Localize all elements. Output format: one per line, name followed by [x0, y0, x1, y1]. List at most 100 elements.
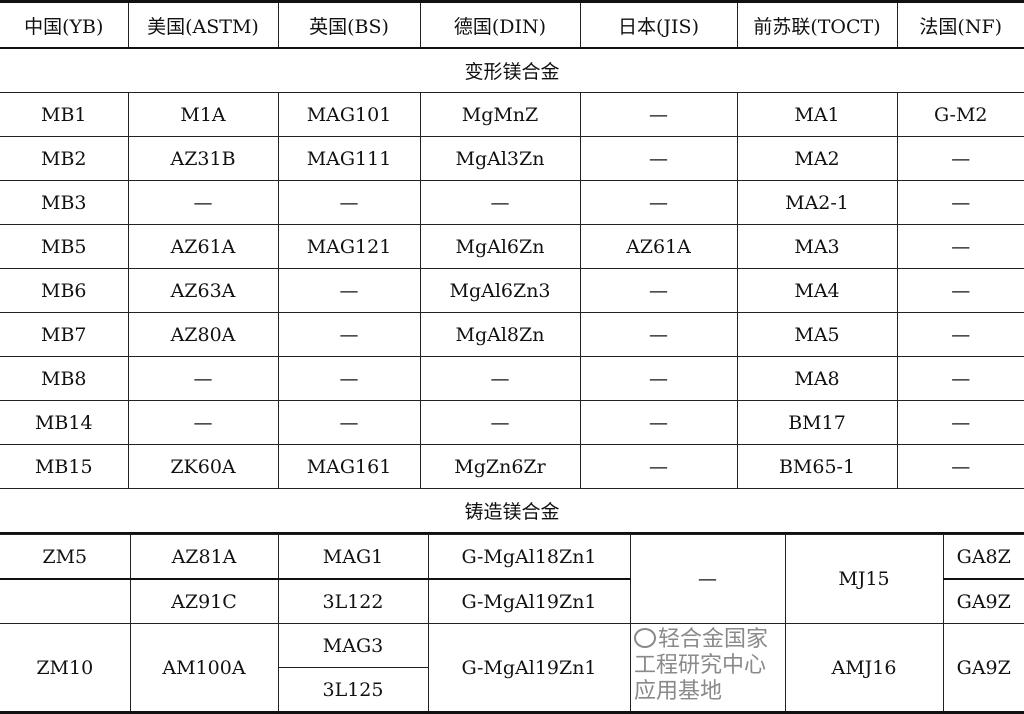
cell: MA1	[736, 92, 898, 137]
cell: MAG101	[277, 92, 421, 137]
cell: —	[896, 136, 1024, 181]
cell: —	[579, 444, 738, 489]
cell: GA8Z	[942, 534, 1024, 580]
cell: MA2-1	[736, 180, 898, 225]
cell: AZ80A	[127, 312, 279, 357]
cell: AZ61A	[579, 224, 738, 269]
cell: MB14	[0, 400, 129, 445]
cell: G-M2	[896, 92, 1024, 137]
wechat-icon	[634, 628, 656, 648]
cell: —	[579, 136, 738, 181]
watermark-text: 轻合金国家工程研究中心应用基地	[634, 627, 769, 704]
table-row: MB7 AZ80A — MgAl8Zn — MA5—	[0, 312, 1024, 357]
cell: —	[896, 312, 1024, 357]
cell: —	[896, 356, 1024, 401]
header-cell: 英国(BS)	[277, 1, 421, 49]
cell: —	[419, 356, 581, 401]
header-cell: 前苏联(TOCT)	[736, 1, 898, 49]
cell: MB7	[0, 312, 129, 357]
cell: 3L122	[277, 578, 429, 624]
cell: ZM5	[0, 534, 131, 580]
cell: MB3	[0, 180, 129, 225]
table-row: MB8— — — — MA8—	[0, 356, 1024, 401]
cell: MgAl6Zn3	[419, 268, 581, 313]
cell: MgAl8Zn	[419, 312, 581, 357]
cell: —	[277, 312, 421, 357]
cell: —	[896, 400, 1024, 445]
section-wrought: 变形镁合金	[0, 47, 1024, 93]
header-row: 中国(YB) 美国(ASTM) 英国(BS) 德国(DIN) 日本(JIS) 前…	[0, 1, 1024, 49]
section-cast: 铸造镁合金	[0, 488, 1024, 534]
table-row: 3L125	[0, 667, 1024, 713]
cell: MgAl6Zn	[419, 224, 581, 269]
cell: AZ63A	[127, 268, 279, 313]
table-row: ZM5 AZ81A MAG1 G-MgAl18Zn1 — MJ15 GA8Z	[0, 534, 1024, 624]
cell: MB5	[0, 224, 129, 269]
watermark: 轻合金国家工程研究中心应用基地	[634, 627, 782, 705]
table-row: AZ91C 3L122 G-MgAl19Zn1 GA9Z	[0, 578, 1024, 624]
cell: MB6	[0, 268, 129, 313]
cell: MgZn6Zr	[419, 444, 581, 489]
cell: —	[629, 534, 786, 624]
cell: AM100A	[129, 623, 279, 713]
cell: G-MgAl18Zn1	[427, 534, 631, 580]
cell: GA9Z	[942, 623, 1024, 713]
cell: BM65-1	[736, 444, 898, 489]
cell: MA4	[736, 268, 898, 313]
cell: —	[127, 180, 279, 225]
cell: MA8	[736, 356, 898, 401]
cell: MgMnZ	[419, 92, 581, 137]
cell: MB1	[0, 92, 129, 137]
cell: —	[579, 356, 738, 401]
cell: —	[579, 312, 738, 357]
header-cell: 法国(NF)	[896, 1, 1024, 49]
cell: —	[277, 356, 421, 401]
cell: AZ61A	[127, 224, 279, 269]
cell: GA9Z	[942, 578, 1024, 624]
cell: MB15	[0, 444, 129, 489]
cell: G-MgAl19Zn1	[427, 578, 631, 624]
cell: —	[896, 268, 1024, 313]
cell: MA5	[736, 312, 898, 357]
cell: —	[579, 180, 738, 225]
cell: —	[896, 444, 1024, 489]
header-cell: 中国(YB)	[0, 1, 129, 49]
table-row: MB2 AZ31B MAG111 MgAl3Zn — MA2—	[0, 136, 1024, 181]
header-cell: 德国(DIN)	[419, 1, 581, 49]
cell: —	[579, 268, 738, 313]
cell: 3L125	[278, 667, 428, 713]
cell: —	[579, 400, 738, 445]
cell: —	[419, 400, 581, 445]
table-row: MB5 AZ61A MAG121 MgAl6Zn AZ61A MA3—	[0, 224, 1024, 269]
cell: MAG121	[277, 224, 421, 269]
table-row: MB6 AZ63A — MgAl6Zn3— MA4—	[0, 268, 1024, 313]
table-row: MB1 M1A MAG101 MgMnZ — MA1 G-M2	[0, 92, 1024, 137]
cell: MA3	[736, 224, 898, 269]
cell: AZ31B	[127, 136, 279, 181]
cell: G-MgAl19Zn1	[427, 623, 631, 713]
cell: MJ15	[784, 534, 944, 624]
cell: ZK60A	[127, 444, 279, 489]
table-row: MB14— — — — BM17—	[0, 400, 1024, 445]
cell: AZ91C	[129, 578, 279, 624]
table-row: ZM10 AM100A MAG3 G-MgAl19Zn1 AMJ16 GA9Z	[0, 623, 1024, 713]
cell: —	[277, 268, 421, 313]
cell: MAG1	[277, 534, 429, 580]
cell: BM17	[736, 400, 898, 445]
cell: MA2	[736, 136, 898, 181]
cell	[0, 578, 131, 624]
table-row: MB3— — — — MA2-1—	[0, 180, 1024, 225]
cell: MgAl3Zn	[419, 136, 581, 181]
cell: —	[127, 356, 279, 401]
cell: MAG161	[277, 444, 421, 489]
alloy-comparison-table: 中国(YB) 美国(ASTM) 英国(BS) 德国(DIN) 日本(JIS) 前…	[0, 0, 1024, 534]
cell: —	[277, 400, 421, 445]
cell: —	[896, 224, 1024, 269]
table-row: MB15 ZK60A MAG161 MgZn6Zr — BM65-1—	[0, 444, 1024, 489]
cell: —	[127, 400, 279, 445]
cell: MAG3	[277, 623, 429, 668]
cell: ZM10	[0, 623, 131, 713]
header-cell: 美国(ASTM)	[127, 1, 279, 49]
cell: —	[277, 180, 421, 225]
cell: MAG111	[277, 136, 421, 181]
